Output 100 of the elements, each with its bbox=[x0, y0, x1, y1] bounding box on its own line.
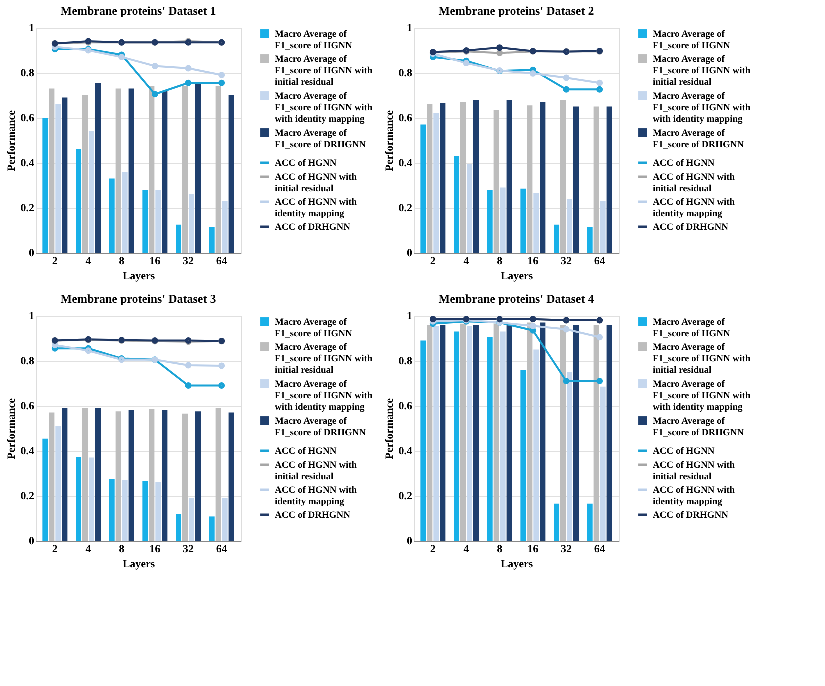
bar bbox=[573, 325, 579, 541]
bar bbox=[88, 458, 95, 541]
y-tick-label: 0 bbox=[407, 248, 413, 260]
y-tick-label: 0 bbox=[407, 536, 413, 548]
y-tick-label: 0.2 bbox=[20, 202, 35, 214]
bar bbox=[62, 408, 68, 541]
bar bbox=[434, 114, 440, 253]
bar bbox=[195, 412, 201, 541]
y-tick-label: 0.6 bbox=[398, 112, 413, 124]
bar bbox=[142, 481, 148, 541]
legend-label: ACC of HGNN with identity mapping bbox=[653, 486, 736, 508]
bar bbox=[49, 88, 55, 253]
point bbox=[218, 382, 226, 389]
point bbox=[118, 54, 126, 60]
bar bbox=[162, 410, 168, 541]
y-tick-label: 1 bbox=[407, 310, 412, 322]
bar bbox=[520, 188, 526, 253]
y-tick-label: 0.4 bbox=[20, 446, 35, 458]
bar bbox=[76, 457, 82, 541]
legend-label: ACC of DRHGNN bbox=[275, 511, 351, 521]
bar bbox=[142, 190, 148, 253]
bar bbox=[527, 106, 533, 253]
bar bbox=[566, 199, 573, 253]
point bbox=[496, 44, 504, 52]
y-axis-title: Performance bbox=[6, 398, 18, 460]
x-tick-label: 8 bbox=[119, 256, 126, 268]
x-tick-label: 16 bbox=[150, 256, 162, 268]
bar bbox=[162, 91, 168, 253]
x-tick-label: 32 bbox=[183, 256, 194, 268]
bar bbox=[554, 224, 560, 253]
legend-label: Macro Average of F1_score of DRHGNN bbox=[653, 129, 744, 150]
bar bbox=[473, 325, 479, 541]
bar bbox=[460, 324, 466, 541]
point bbox=[563, 74, 570, 82]
bar bbox=[466, 326, 473, 541]
point bbox=[496, 50, 504, 56]
bar bbox=[540, 322, 546, 541]
bar bbox=[534, 350, 540, 541]
legend-label: Macro Average of F1_score of HGNN with with identity mapping bbox=[275, 380, 374, 413]
legend-label: Macro Average of F1_score of HGNN with initial residual bbox=[653, 55, 752, 88]
bar bbox=[116, 88, 122, 253]
bar bbox=[228, 412, 234, 541]
x-tick-label: 32 bbox=[561, 256, 572, 268]
x-tick-label: 4 bbox=[464, 256, 470, 268]
bar bbox=[434, 326, 440, 541]
point bbox=[596, 334, 604, 341]
bar bbox=[56, 104, 62, 253]
legend-label: ACC of HGNN bbox=[275, 159, 337, 169]
bar bbox=[82, 96, 88, 253]
y-tick-label: 0 bbox=[29, 536, 35, 548]
bar bbox=[473, 100, 479, 253]
bar bbox=[440, 325, 446, 541]
legend-label: Macro Average of F1_score of HGNN bbox=[653, 318, 731, 340]
y-axis-title: Performance bbox=[384, 398, 396, 460]
point bbox=[152, 91, 158, 98]
bar bbox=[606, 325, 612, 541]
y-tick-label: 1 bbox=[29, 22, 34, 34]
legend-label: Macro Average of F1_score of DRHGNN bbox=[653, 417, 744, 438]
legend-label: ACC of DRHGNN bbox=[653, 511, 729, 521]
point bbox=[463, 60, 470, 67]
legend-label: Macro Average of F1_score of HGNN with initial residual bbox=[275, 343, 374, 376]
point bbox=[596, 378, 604, 384]
y-tick-label: 0.2 bbox=[398, 490, 413, 502]
point bbox=[152, 63, 158, 70]
bar bbox=[122, 480, 128, 541]
bar bbox=[520, 370, 526, 541]
point bbox=[218, 72, 226, 78]
bar bbox=[606, 106, 612, 253]
bar bbox=[494, 110, 500, 253]
x-axis-title: Layers bbox=[500, 558, 534, 570]
bar bbox=[182, 86, 188, 253]
point bbox=[185, 362, 192, 369]
chart-title: Membrane proteins' Dataset 4 bbox=[438, 292, 594, 306]
bar bbox=[128, 410, 134, 541]
chart-title: Membrane proteins' Dataset 1 bbox=[60, 4, 216, 18]
legend-label: Macro Average of F1_score of HGNN with initial residual bbox=[275, 55, 374, 88]
bar bbox=[594, 325, 600, 541]
legend-label: Macro Average of F1_score of DRHGNN bbox=[275, 417, 366, 438]
bar bbox=[42, 438, 48, 541]
y-axis-title: Performance bbox=[6, 110, 18, 172]
x-tick-label: 2 bbox=[430, 256, 436, 268]
bar bbox=[216, 86, 222, 253]
legend-label: Macro Average of F1_score of HGNN bbox=[275, 30, 353, 52]
bar bbox=[500, 188, 506, 253]
bar bbox=[228, 96, 234, 253]
bar bbox=[222, 201, 228, 253]
legend-label: ACC of HGNN bbox=[653, 447, 715, 457]
legend-label: ACC of HGNN with initial residual bbox=[653, 461, 736, 482]
bar bbox=[49, 412, 55, 541]
bar bbox=[506, 100, 512, 253]
x-tick-label: 4 bbox=[464, 544, 470, 556]
x-tick-label: 2 bbox=[52, 256, 58, 268]
y-tick-label: 0.2 bbox=[20, 490, 35, 502]
legend-label: ACC of HGNN with identity mapping bbox=[653, 198, 736, 220]
bar bbox=[188, 498, 195, 541]
bar bbox=[420, 124, 426, 253]
y-tick-label: 0.2 bbox=[398, 202, 413, 214]
x-tick-label: 32 bbox=[183, 544, 194, 556]
legend-label: ACC of HGNN with identity mapping bbox=[275, 198, 358, 220]
x-tick-label: 16 bbox=[528, 544, 540, 556]
